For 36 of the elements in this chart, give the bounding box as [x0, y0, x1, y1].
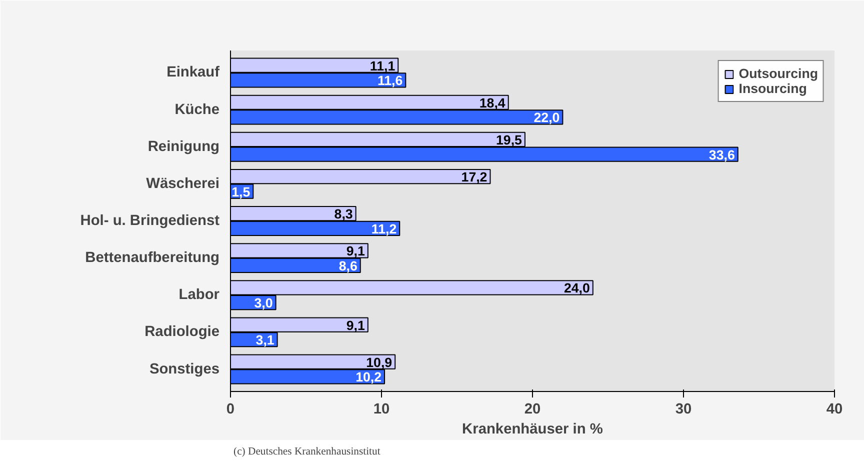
data-label: 11,6 [377, 73, 403, 88]
data-label: 3,1 [256, 332, 275, 348]
y-tick-label: Radiologie [144, 324, 220, 340]
data-label: 11,1 [370, 58, 396, 74]
data-label: 9,1 [346, 318, 366, 333]
y-tick-label: Reinigung [148, 138, 220, 155]
data-label: 33,6 [708, 147, 735, 162]
data-label: 10,2 [356, 370, 382, 385]
data-label: 3,0 [254, 296, 273, 311]
y-tick-label: Bettenaufbereitung [85, 250, 220, 266]
data-label: 8,3 [334, 206, 353, 222]
legend-label: Outsourcing [738, 66, 818, 81]
data-label: 8,6 [338, 258, 358, 274]
y-tick-label: Wäscherei [146, 176, 220, 192]
legend-label: Insourcing [738, 81, 807, 96]
y-tick-label: Küche [174, 102, 220, 118]
text: (c) Deutsches Krankenhausinstitut [234, 446, 380, 458]
y-tick-label: Einkauf [166, 64, 220, 81]
data-label: 9,1 [346, 244, 366, 259]
y-tick-label: Labor [178, 287, 220, 304]
data-label: 1,5 [232, 184, 251, 200]
data-label: 19,5 [496, 132, 523, 148]
data-label: 24,0 [564, 280, 590, 296]
data-label: 22,0 [534, 110, 560, 126]
data-label: 17,2 [461, 170, 488, 185]
x-tick-label: 10 [373, 402, 390, 418]
x-tick-label: 40 [826, 402, 843, 418]
data-label: 10,9 [366, 354, 392, 370]
data-label: 11,2 [371, 221, 397, 236]
x-axis-title: Krankenhäuser in % [462, 422, 603, 438]
x-tick-label: 0 [226, 402, 235, 418]
x-tick-label: 30 [675, 402, 692, 418]
y-tick-label: Sonstiges [149, 361, 220, 378]
y-tick-label: Hol- u. Bringedienst [80, 213, 220, 229]
data-label: 18,4 [479, 95, 506, 110]
x-tick-label: 20 [524, 402, 541, 418]
